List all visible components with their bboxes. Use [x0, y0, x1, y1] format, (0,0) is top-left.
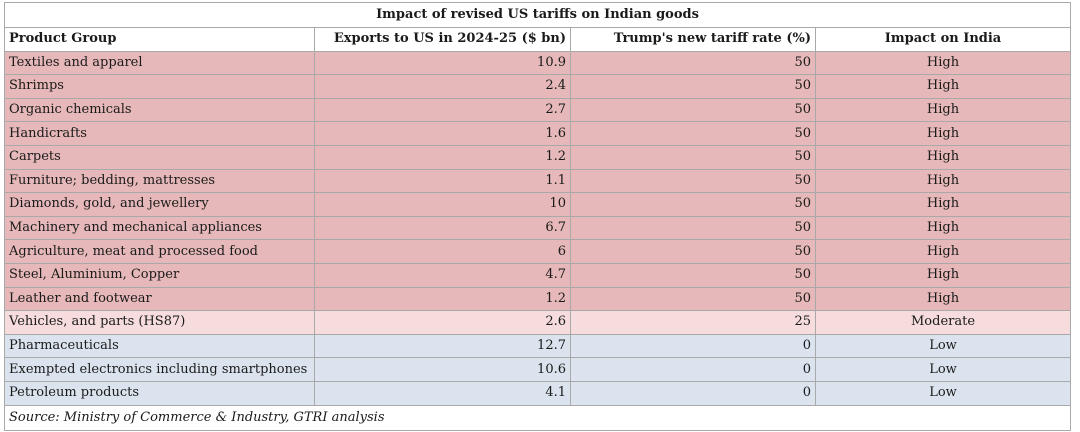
cell-tariff-rate: 25: [570, 310, 816, 335]
cell-exports: 10.9: [314, 50, 571, 76]
table-row: Organic chemicals 2.7 50 High: [4, 97, 1072, 123]
table-body: Textiles and apparel 10.9 50 High Shrimps 2.4…: [4, 50, 1072, 406]
cell-product-group: Furniture; bedding, mattresses: [4, 168, 315, 194]
cell-product-group: Vehicles, and parts (HS87): [4, 310, 315, 335]
cell-product-group: Steel, Aluminium, Copper: [4, 262, 315, 288]
cell-exports: 1.2: [314, 286, 571, 312]
cell-exports: 1.2: [314, 144, 571, 170]
header-product-group: Product Group: [4, 27, 315, 52]
cell-impact: High: [814, 74, 1072, 99]
cell-product-group: Carpets: [4, 144, 315, 170]
cell-tariff-rate: 0: [570, 380, 816, 406]
table-row: Vehicles, and parts (HS87) 2.6 25 Moderate: [4, 310, 1072, 335]
cell-exports: 1.6: [314, 121, 571, 146]
table-row: Shrimps 2.4 50 High: [4, 74, 1072, 99]
cell-tariff-rate: 50: [570, 215, 816, 241]
cell-product-group: Handicrafts: [4, 121, 315, 146]
cell-exports: 10.6: [314, 357, 571, 382]
cell-impact: Low: [814, 357, 1072, 382]
cell-impact: High: [814, 168, 1072, 194]
cell-exports: 2.7: [314, 97, 571, 123]
cell-tariff-rate: 50: [570, 144, 816, 170]
cell-impact: High: [814, 262, 1072, 288]
cell-product-group: Agriculture, meat and processed food: [4, 239, 315, 264]
cell-exports: 12.7: [314, 333, 571, 359]
cell-product-group: Leather and footwear: [4, 286, 315, 312]
table-row: Machinery and mechanical appliances 6.7 50…: [4, 215, 1072, 241]
cell-product-group: Diamonds, gold, and jewellery: [4, 192, 315, 217]
table-title-row: Impact of revised US tariffs on Indian g…: [3, 2, 1072, 28]
source-row: Source: Ministry of Commerce & Industry,…: [3, 404, 1072, 431]
cell-product-group: Pharmaceuticals: [4, 333, 315, 359]
table-row: Furniture; bedding, mattresses 1.1 50 High: [4, 168, 1072, 194]
cell-tariff-rate: 50: [570, 239, 816, 264]
cell-tariff-rate: 50: [570, 50, 816, 76]
cell-impact: High: [814, 144, 1072, 170]
header-impact: Impact on India: [814, 27, 1072, 52]
table-row: Textiles and apparel 10.9 50 High: [4, 50, 1072, 76]
cell-product-group: Exempted electronics including smartphon…: [4, 357, 315, 382]
cell-impact: Low: [814, 380, 1072, 406]
cell-impact: High: [814, 192, 1072, 217]
cell-tariff-rate: 50: [570, 74, 816, 99]
cell-exports: 1.1: [314, 168, 571, 194]
cell-impact: Low: [814, 333, 1072, 359]
cell-exports: 10: [314, 192, 571, 217]
cell-product-group: Machinery and mechanical appliances: [4, 215, 315, 241]
cell-exports: 4.1: [314, 380, 571, 406]
cell-impact: High: [814, 50, 1072, 76]
table-row: Leather and footwear 1.2 50 High: [4, 286, 1072, 312]
cell-product-group: Shrimps: [4, 74, 315, 99]
cell-tariff-rate: 50: [570, 192, 816, 217]
cell-exports: 6.7: [314, 215, 571, 241]
tariff-impact-table: Impact of revised US tariffs on Indian g…: [3, 2, 1072, 431]
cell-product-group: Petroleum products: [4, 380, 315, 406]
source-note: Source: Ministry of Commerce & Industry,…: [3, 404, 1072, 431]
table-row: Steel, Aluminium, Copper 4.7 50 High: [4, 262, 1072, 288]
cell-tariff-rate: 50: [570, 262, 816, 288]
cell-product-group: Textiles and apparel: [4, 50, 315, 76]
cell-tariff-rate: 50: [570, 97, 816, 123]
header-exports: Exports to US in 2024-25 ($ bn): [314, 27, 571, 52]
cell-tariff-rate: 0: [570, 357, 816, 382]
cell-tariff-rate: 50: [570, 168, 816, 194]
cell-impact: High: [814, 239, 1072, 264]
cell-impact: Moderate: [814, 310, 1072, 335]
cell-exports: 4.7: [314, 262, 571, 288]
table-row: Pharmaceuticals 12.7 0 Low: [4, 333, 1072, 359]
cell-exports: 2.4: [314, 74, 571, 99]
cell-exports: 2.6: [314, 310, 571, 335]
cell-impact: High: [814, 97, 1072, 123]
table-row: Handicrafts 1.6 50 High: [4, 121, 1072, 146]
table-row: Carpets 1.2 50 High: [4, 144, 1072, 170]
cell-product-group: Organic chemicals: [4, 97, 315, 123]
tariff-table-container: Impact of revised US tariffs on Indian g…: [3, 2, 1072, 431]
cell-impact: High: [814, 286, 1072, 312]
table-row: Diamonds, gold, and jewellery 10 50 High: [4, 192, 1072, 217]
table-header-row: Product Group Exports to US in 2024-25 (…: [4, 27, 1072, 52]
table-row: Petroleum products 4.1 0 Low: [4, 380, 1072, 406]
cell-tariff-rate: 50: [570, 286, 816, 312]
table-title: Impact of revised US tariffs on Indian g…: [3, 2, 1072, 28]
cell-impact: High: [814, 215, 1072, 241]
cell-tariff-rate: 50: [570, 121, 816, 146]
cell-impact: High: [814, 121, 1072, 146]
table-row: Agriculture, meat and processed food 6 50 H…: [4, 239, 1072, 264]
header-tariff-rate: Trump's new tariff rate (%): [570, 27, 816, 52]
cell-exports: 6: [314, 239, 571, 264]
table-row: Exempted electronics including smartphon…: [4, 357, 1072, 382]
cell-tariff-rate: 0: [570, 333, 816, 359]
